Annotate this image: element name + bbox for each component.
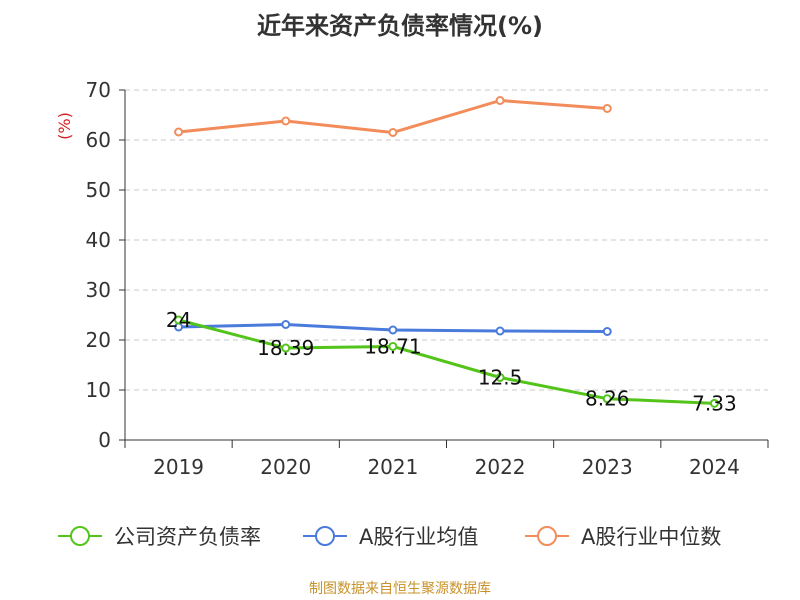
y-tick-label: 50 — [86, 178, 111, 202]
x-tick-label: 2022 — [475, 455, 526, 479]
data-point — [388, 341, 398, 351]
source-note: 制图数据来自恒生聚源数据库 — [309, 581, 491, 597]
data-point — [495, 96, 505, 105]
data-point — [388, 128, 398, 137]
data-point — [388, 325, 398, 335]
y-tick-label: 30 — [86, 278, 111, 302]
legend-label: A股行业均值 — [359, 525, 478, 549]
x-tick-label: 2024 — [689, 455, 740, 479]
x-tick-label: 2020 — [260, 455, 311, 479]
series-line — [178, 318, 715, 405]
y-tick-label: 60 — [86, 128, 111, 152]
x-tick-label: 2023 — [582, 455, 633, 479]
data-point — [602, 327, 612, 336]
data-point — [174, 127, 184, 137]
data-point — [174, 315, 184, 325]
series-line — [178, 99, 608, 134]
legend-label: 公司资产负债率 — [114, 525, 261, 549]
data-label: 18.39 — [257, 336, 314, 360]
data-label: 18.71 — [364, 334, 421, 358]
chart-title: 近年来资产负债率情况(%) — [257, 12, 543, 40]
y-tick-label: 20 — [86, 328, 111, 352]
data-label: 24 — [166, 308, 191, 332]
data-point — [495, 373, 505, 382]
x-tick-label: 2021 — [367, 455, 418, 479]
data-label: 12.5 — [478, 366, 523, 390]
data-point — [495, 326, 505, 336]
y-tick-label: 10 — [86, 378, 111, 402]
data-point — [281, 116, 291, 126]
data-point — [602, 394, 612, 404]
data-label: 8.26 — [585, 387, 630, 411]
data-label: 7.33 — [692, 391, 737, 415]
y-tick-label: 70 — [86, 78, 111, 102]
legend-marker — [315, 526, 335, 546]
legend-marker — [70, 526, 90, 546]
y-axis-label: (%) — [55, 112, 74, 140]
data-point — [281, 320, 291, 329]
legend-marker — [537, 526, 557, 546]
y-tick-label: 0 — [98, 428, 111, 452]
data-point — [602, 104, 612, 113]
x-tick-label: 2019 — [153, 455, 204, 479]
legend-label: A股行业中位数 — [581, 525, 721, 549]
y-tick-label: 40 — [86, 228, 111, 252]
data-point — [709, 398, 719, 408]
data-point — [281, 343, 291, 353]
